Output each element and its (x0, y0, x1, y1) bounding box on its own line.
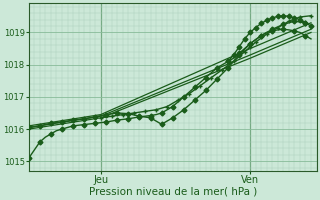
X-axis label: Pression niveau de la mer( hPa ): Pression niveau de la mer( hPa ) (89, 187, 257, 197)
